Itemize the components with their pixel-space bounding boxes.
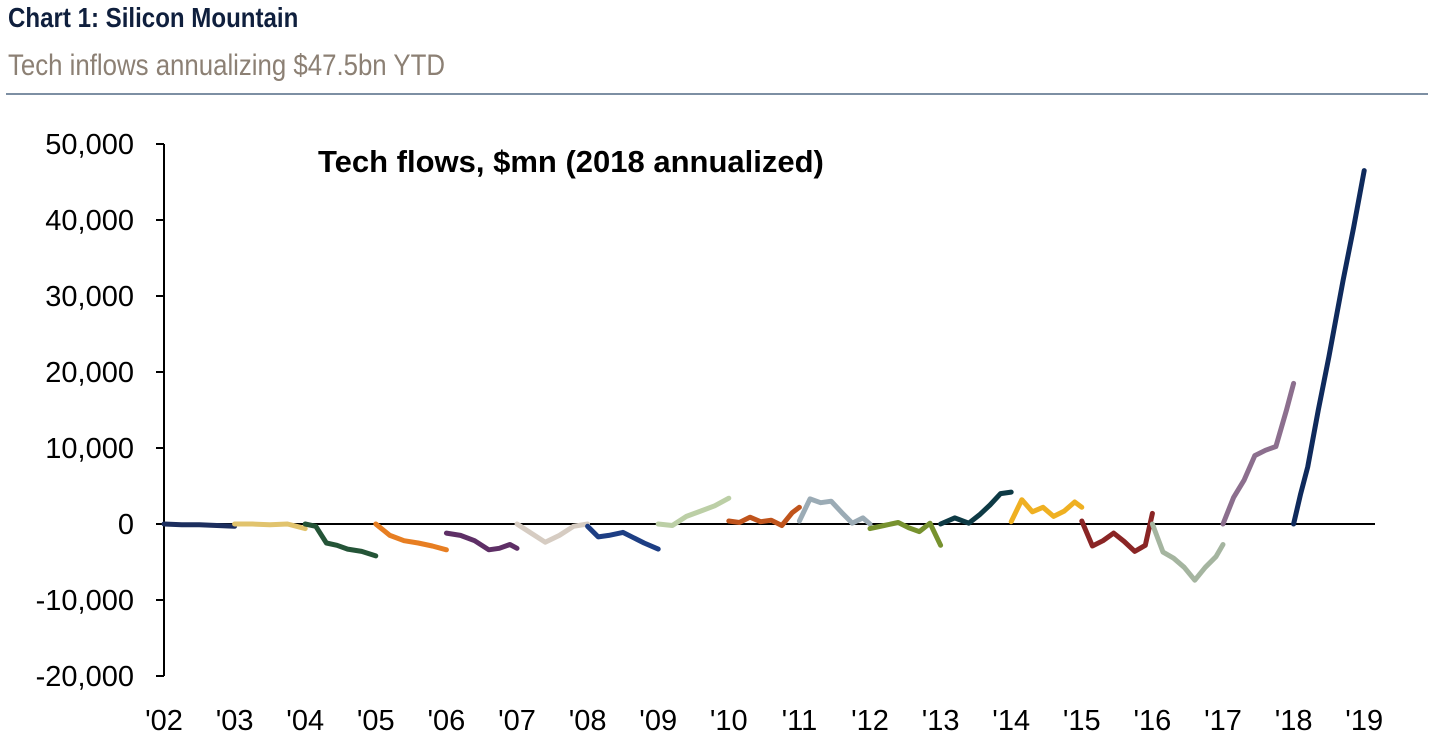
x-tick-label: '18 [1275, 705, 1313, 737]
series-line-2013 [938, 489, 1014, 527]
series-layer [161, 168, 1367, 583]
series-line-2005 [373, 521, 449, 553]
x-tick-label: '07 [498, 705, 536, 737]
x-tick-label: '17 [1204, 705, 1242, 737]
series-line-2008 [585, 523, 661, 552]
x-tick-label: '13 [922, 705, 960, 737]
y-tick-label: 0 [118, 509, 134, 541]
y-tick-label: 40,000 [45, 205, 134, 237]
series-line-2009 [655, 495, 732, 528]
series-line-2007 [514, 521, 591, 545]
chart-title: Chart 1: Silicon Mountain [8, 2, 299, 33]
series-line-2016 [1149, 521, 1226, 583]
series-line-2003 [232, 521, 308, 532]
x-tick-label: '05 [357, 705, 395, 737]
series-line-2011 [796, 496, 873, 527]
x-axis-ticks: '02 '03 '04 '05 '06 '07 '08 '09 '10 '11 '12 '13 '14 '… [145, 705, 1383, 737]
x-tick-label: '06 [428, 705, 466, 737]
series-line-2004 [302, 521, 379, 559]
y-tick-label: 20,000 [45, 357, 134, 389]
y-tick-label: 10,000 [45, 433, 134, 465]
x-tick-label: '02 [145, 705, 183, 737]
series-line-2014 [1008, 497, 1085, 525]
x-tick-label: '14 [992, 705, 1030, 737]
header-divider [6, 93, 1428, 95]
x-tick-label: '08 [569, 705, 607, 737]
y-tick-label: -10,000 [36, 585, 134, 617]
series-line-2017 [1220, 380, 1297, 527]
x-tick-label: '16 [1134, 705, 1172, 737]
series-line-2010 [726, 504, 802, 528]
x-tick-label: '11 [782, 705, 818, 737]
chart-subtitle: Tech inflows annualizing $47.5bn YTD [8, 49, 445, 82]
x-tick-label: '03 [216, 705, 254, 737]
y-tick-label: 30,000 [45, 281, 134, 313]
inner-chart-title: Tech flows, $mn (2018 annualized) [318, 144, 824, 179]
y-tick-label: -20,000 [36, 661, 134, 693]
x-tick-label: '10 [710, 705, 748, 737]
x-tick-label: '19 [1345, 705, 1383, 737]
x-tick-label: '15 [1063, 705, 1101, 737]
series-line-2006 [443, 530, 520, 553]
series-line-2002 [161, 521, 238, 529]
series-line-2012 [867, 520, 944, 548]
x-tick-label: '12 [851, 705, 889, 737]
series-line-2015 [1079, 510, 1155, 554]
y-tick-label: 50,000 [45, 129, 134, 161]
series-line-2018 [1291, 168, 1367, 527]
x-tick-label: '09 [639, 705, 677, 737]
y-axis-ticks: 50,000 40,000 30,000 20,000 10,000 0 -10,000 -2… [36, 129, 164, 693]
x-tick-label: '04 [286, 705, 324, 737]
